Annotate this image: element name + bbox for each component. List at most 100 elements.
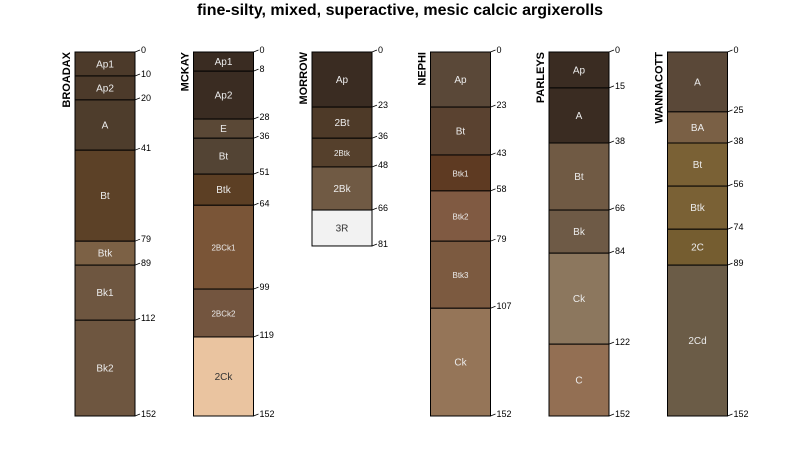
horizon-label: BA xyxy=(691,123,705,134)
horizon-label: Ap xyxy=(336,75,349,86)
depth-tick xyxy=(608,341,615,345)
horizon-label: Ap1 xyxy=(215,57,233,68)
depth-tick xyxy=(253,202,259,206)
horizon-label: Bk1 xyxy=(96,288,114,299)
depth-tick xyxy=(134,97,141,101)
depth-label: 0 xyxy=(615,45,620,55)
horizon-label: A xyxy=(576,111,583,122)
depth-label: 152 xyxy=(734,409,749,419)
horizon-label: Btk2 xyxy=(452,213,469,222)
horizon-label: 2Cd xyxy=(688,336,706,347)
depth-tick xyxy=(371,49,378,53)
horizon-wannacott-2cd xyxy=(667,264,728,417)
depth-label: 152 xyxy=(141,409,156,419)
horizon-wannacott-bt xyxy=(667,142,728,187)
depth-tick xyxy=(608,85,615,89)
horizon-mckay-ap2 xyxy=(193,70,254,120)
horizon-morrow-3r xyxy=(311,209,373,247)
horizon-label: Bt xyxy=(574,172,584,183)
chart-title: fine-silty, mixed, superactive, mesic ca… xyxy=(196,2,604,19)
depth-tick xyxy=(134,413,141,417)
horizon-parleys-c xyxy=(548,343,610,417)
horizon-label: Btk xyxy=(690,203,705,214)
profile-name-mckay: MCKAY xyxy=(180,51,192,91)
horizon-nephi-btk2 xyxy=(430,190,491,242)
profile-name-morrow: MORROW xyxy=(298,51,310,104)
depth-label: 66 xyxy=(615,203,625,213)
depth-tick xyxy=(608,413,615,417)
depth-tick xyxy=(490,238,496,242)
depth-label: 79 xyxy=(497,234,507,244)
horizon-label: Btk1 xyxy=(452,169,469,178)
depth-label: 8 xyxy=(260,64,265,74)
depth-label: 43 xyxy=(497,148,507,158)
horizon-label: 2BCk1 xyxy=(211,244,236,253)
depth-tick xyxy=(253,49,259,53)
depth-label: 38 xyxy=(734,136,744,146)
depth-label: 122 xyxy=(615,337,630,347)
horizon-label: Ck xyxy=(454,358,467,369)
depth-label: 152 xyxy=(615,409,630,419)
depth-label: 23 xyxy=(497,100,507,110)
horizon-parleys-bt xyxy=(548,142,610,211)
depth-label: 84 xyxy=(615,246,625,256)
depth-tick xyxy=(727,183,733,187)
profile-name-broadax: BROADAX xyxy=(61,51,73,107)
depth-tick xyxy=(253,334,259,338)
depth-label: 23 xyxy=(378,100,388,110)
horizon-broadax-bk1 xyxy=(74,264,136,321)
depth-tick xyxy=(253,68,259,72)
horizon-label: 2Ck xyxy=(215,372,234,383)
depth-tick xyxy=(727,226,733,230)
depth-tick xyxy=(727,109,733,113)
depth-label: 74 xyxy=(734,222,744,232)
horizon-mckay-2bck2 xyxy=(193,288,254,338)
depth-label: 20 xyxy=(141,93,151,103)
horizon-label: Bt xyxy=(219,152,229,163)
depth-label: 99 xyxy=(260,282,270,292)
depth-label: 112 xyxy=(141,313,155,323)
depth-tick xyxy=(608,49,615,53)
depth-tick xyxy=(608,140,615,144)
horizon-morrow-2bt xyxy=(311,106,373,139)
depth-label: 15 xyxy=(615,81,625,91)
horizon-label: Bt xyxy=(693,160,703,171)
depth-label: 10 xyxy=(141,69,151,79)
depth-label: 0 xyxy=(141,45,146,55)
depth-label: 152 xyxy=(260,409,275,419)
depth-label: 89 xyxy=(141,258,151,268)
depth-label: 89 xyxy=(734,258,744,268)
horizon-label: Ck xyxy=(573,294,586,305)
depth-tick xyxy=(134,262,141,266)
depth-tick xyxy=(371,207,378,211)
profile-name-nephi: NEPHI xyxy=(417,52,429,86)
horizon-label: Btk3 xyxy=(452,271,469,280)
horizon-nephi-btk1 xyxy=(430,154,491,192)
depth-label: 36 xyxy=(378,131,388,141)
horizon-label: Ap2 xyxy=(96,83,114,94)
depth-tick xyxy=(371,135,378,139)
horizon-label: Ap1 xyxy=(96,59,114,70)
depth-label: 64 xyxy=(260,198,270,208)
horizon-mckay-2ck xyxy=(193,336,254,417)
horizon-label: Ap2 xyxy=(215,91,233,102)
horizon-label: Ap xyxy=(454,75,467,86)
horizon-broadax-bk2 xyxy=(74,319,136,417)
depth-label: 79 xyxy=(141,234,151,244)
horizon-label: Btk xyxy=(98,249,113,260)
depth-tick xyxy=(253,413,259,417)
horizon-morrow-2btk xyxy=(311,137,373,168)
horizon-wannacott-2c xyxy=(667,228,728,266)
depth-label: 81 xyxy=(378,239,388,249)
depth-tick xyxy=(727,413,733,417)
depth-label: 28 xyxy=(260,112,270,122)
horizon-mckay-bt xyxy=(193,137,254,175)
horizon-label: 2Btk xyxy=(334,149,351,158)
horizon-parleys-a xyxy=(548,87,610,144)
horizon-morrow-2bk xyxy=(311,166,373,211)
depth-tick xyxy=(490,305,496,309)
depth-tick xyxy=(253,171,259,175)
horizon-label: 2Bk xyxy=(333,184,351,195)
horizon-label: E xyxy=(220,124,227,135)
horizon-nephi-bt xyxy=(430,106,491,156)
